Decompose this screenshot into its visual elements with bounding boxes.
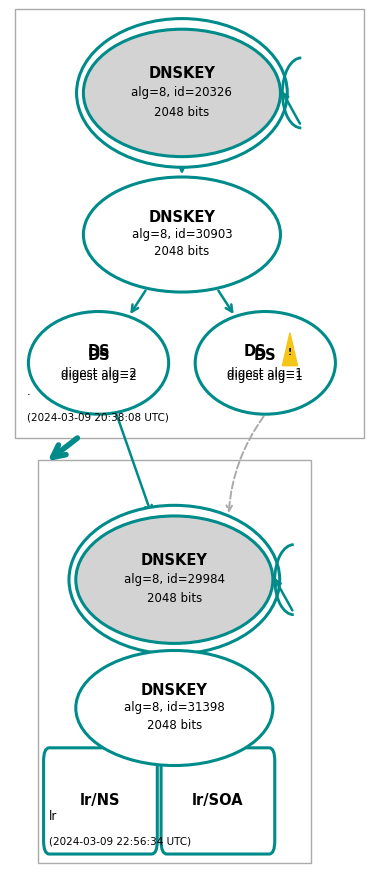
Text: 2048 bits: 2048 bits bbox=[147, 719, 202, 732]
Text: .: . bbox=[27, 385, 30, 398]
Text: DNSKEY: DNSKEY bbox=[141, 683, 208, 698]
FancyBboxPatch shape bbox=[38, 460, 311, 863]
Text: DS: DS bbox=[87, 348, 110, 363]
FancyBboxPatch shape bbox=[161, 748, 275, 854]
Polygon shape bbox=[282, 333, 298, 366]
Text: 2048 bits: 2048 bits bbox=[154, 105, 210, 119]
Text: DNSKEY: DNSKEY bbox=[141, 553, 208, 568]
Text: DS: DS bbox=[87, 344, 110, 359]
FancyBboxPatch shape bbox=[44, 748, 157, 854]
Text: alg=8, id=29984: alg=8, id=29984 bbox=[124, 573, 225, 586]
Text: digest alg=2: digest alg=2 bbox=[61, 366, 136, 380]
Text: alg=8, id=31398: alg=8, id=31398 bbox=[124, 702, 225, 714]
Ellipse shape bbox=[83, 29, 280, 157]
Text: 2048 bits: 2048 bits bbox=[147, 592, 202, 605]
Text: digest alg=2: digest alg=2 bbox=[61, 370, 136, 382]
Ellipse shape bbox=[83, 177, 280, 292]
Text: 2048 bits: 2048 bits bbox=[154, 245, 210, 258]
Ellipse shape bbox=[195, 312, 335, 414]
Text: DS: DS bbox=[254, 348, 277, 363]
Text: lr/SOA: lr/SOA bbox=[192, 794, 244, 808]
Text: lr: lr bbox=[49, 810, 58, 823]
Ellipse shape bbox=[77, 19, 287, 167]
Text: (2024-03-09 22:56:34 UTC): (2024-03-09 22:56:34 UTC) bbox=[49, 837, 191, 847]
Text: (2024-03-09 20:38:08 UTC): (2024-03-09 20:38:08 UTC) bbox=[27, 412, 168, 422]
Text: digest alg=1: digest alg=1 bbox=[227, 366, 303, 380]
Text: alg=8, id=20326: alg=8, id=20326 bbox=[132, 87, 232, 99]
Text: !: ! bbox=[288, 348, 292, 357]
Text: DNSKEY: DNSKEY bbox=[149, 210, 215, 225]
Text: DS: DS bbox=[243, 344, 266, 359]
Ellipse shape bbox=[28, 312, 169, 414]
Ellipse shape bbox=[76, 650, 273, 766]
Text: alg=8, id=30903: alg=8, id=30903 bbox=[132, 228, 232, 241]
Text: digest alg=1: digest alg=1 bbox=[227, 370, 303, 382]
Ellipse shape bbox=[69, 505, 280, 654]
Text: DNSKEY: DNSKEY bbox=[149, 66, 215, 81]
Ellipse shape bbox=[76, 516, 273, 643]
Text: lr/NS: lr/NS bbox=[80, 794, 121, 808]
FancyBboxPatch shape bbox=[15, 9, 364, 438]
